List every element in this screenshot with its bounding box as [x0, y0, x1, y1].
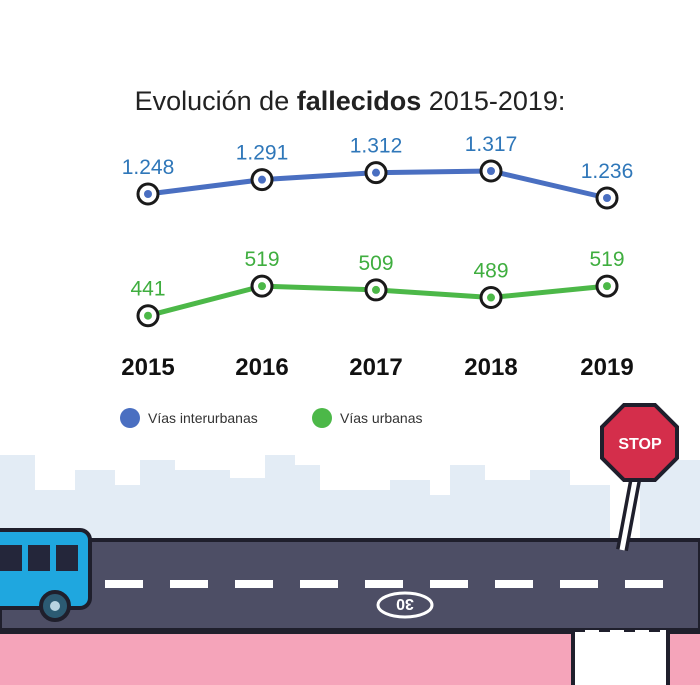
x-tick-label-2017: 2017 [349, 354, 402, 381]
data-point-core-urbanas-2018 [487, 293, 495, 302]
data-label-interurbanas-2017: 1.312 [350, 135, 403, 158]
data-point-core-interurbanas-2018 [487, 167, 495, 175]
chart-title-suffix: 2015-2019: [421, 86, 566, 116]
legend-dot-interurbanas [120, 408, 140, 428]
data-label-urbanas-2019: 519 [589, 248, 624, 271]
chart-title-prefix: Evolución de [134, 86, 297, 116]
lane-markings [105, 580, 663, 588]
x-tick-label-2015: 2015 [121, 354, 174, 381]
legend-label-urbanas: Vías urbanas [340, 410, 423, 426]
data-point-core-urbanas-2017 [372, 285, 380, 294]
city-skyline [0, 455, 700, 550]
data-point-core-interurbanas-2016 [258, 175, 266, 184]
speed-marking: 30 [376, 591, 434, 619]
crosswalk [585, 630, 666, 685]
data-point-core-urbanas-2016 [258, 282, 266, 291]
chart-title: Evolución de fallecidos 2015-2019: [0, 86, 700, 117]
data-label-interurbanas-2015: 1.248 [122, 156, 175, 179]
data-point-core-interurbanas-2019 [603, 194, 611, 202]
data-label-urbanas-2017: 509 [358, 252, 393, 275]
sidewalk-left [0, 630, 575, 685]
x-tick-label-2019: 2019 [580, 354, 633, 381]
line-chart: 1.248 1.291 1.312 1.317 1.236 441 519 509 489 519… [121, 133, 634, 381]
data-point-core-urbanas-2015 [144, 311, 152, 320]
legend-dot-urbanas [312, 408, 332, 428]
data-label-interurbanas-2018: 1.317 [465, 133, 518, 156]
x-tick-label-2018: 2018 [464, 354, 517, 381]
data-label-urbanas-2016: 519 [244, 248, 279, 271]
stop-sign: STOP [600, 403, 679, 552]
sidewalk-right [666, 630, 700, 685]
chart-title-bold: fallecidos [296, 86, 422, 116]
x-tick-label-2016: 2016 [235, 354, 288, 381]
data-label-interurbanas-2019: 1.236 [581, 160, 634, 183]
data-point-core-urbanas-2019 [603, 282, 611, 291]
legend-item-urbanas: Vías urbanas [312, 408, 423, 428]
data-point-core-interurbanas-2017 [372, 168, 380, 177]
legend-item-interurbanas: Vías interurbanas [120, 408, 258, 428]
stop-sign-label: STOP [618, 436, 662, 453]
speed-marking-label: 30 [396, 595, 414, 612]
data-label-interurbanas-2016: 1.291 [236, 142, 289, 165]
data-label-urbanas-2018: 489 [473, 260, 508, 283]
legend-label-interurbanas: Vías interurbanas [148, 410, 258, 426]
data-point-core-interurbanas-2015 [144, 190, 152, 198]
data-label-urbanas-2015: 441 [130, 278, 165, 301]
bus [0, 528, 92, 622]
